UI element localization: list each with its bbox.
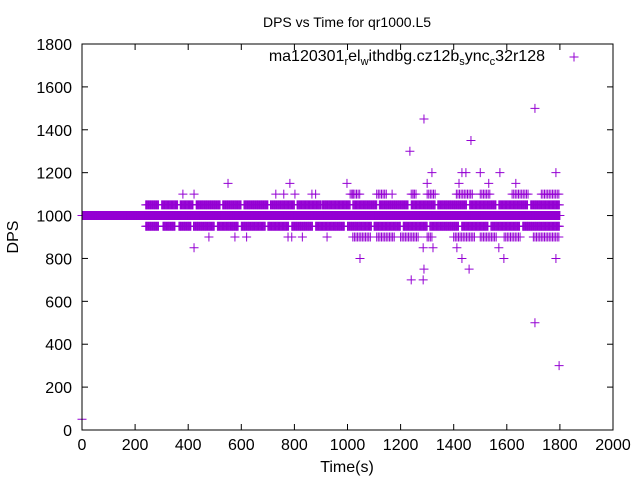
legend-label: ma120301relwithdbg.cz12bsyncc32r128 [269,48,545,68]
data-point [290,189,300,199]
y-tick-label: 800 [45,251,72,268]
data-point [430,189,440,199]
data-point [322,232,332,242]
chart-title: DPS vs Time for qr1000.L5 [263,14,431,30]
data-point [413,232,423,242]
data-point [428,243,438,253]
data-point [551,168,561,178]
data-point [348,189,358,199]
y-tick-label: 1800 [36,37,72,54]
data-point [279,189,289,199]
data-point [406,275,416,285]
data-point [223,178,233,188]
data-point [467,189,477,199]
data-point [418,275,428,285]
data-point [515,232,525,242]
data-point [405,146,415,156]
data-point [457,253,467,263]
data-point [297,232,307,242]
x-tick-label: 1800 [542,437,578,454]
data-point [464,264,474,274]
data-point [454,178,464,188]
data-point [523,189,533,199]
x-tick-label: 2000 [595,437,631,454]
data-point [189,243,199,253]
y-tick-label: 600 [45,294,72,311]
data-point [418,243,428,253]
x-axis-label: Time(s) [320,459,374,476]
y-tick-label: 1600 [36,80,72,97]
data-point [204,232,214,242]
axis-ticks: 0 200 400 600 800 1000 1200 1400 1600 1800 2000 0 20… [36,37,630,454]
data-point [485,189,495,199]
x-tick-label: 1200 [383,437,419,454]
data-point [495,168,505,178]
data-point [178,189,188,199]
data-point [484,178,494,188]
x-tick-label: 1000 [330,437,366,454]
y-tick-label: 400 [45,337,72,354]
data-point [419,114,429,124]
data-point [511,178,521,188]
data-point [427,232,437,242]
data-point [419,264,429,274]
data-point [554,200,564,210]
data-point [311,189,321,199]
legend: ma120301relwithdbg.cz12bsyncc32r128 [269,48,579,68]
data-point [555,211,565,221]
legend-plus-icon [569,52,579,62]
y-tick-label: 1200 [36,166,72,183]
y-tick-label: 1400 [36,123,72,140]
x-tick-label: 400 [175,437,202,454]
data-point [189,189,199,199]
data-point [427,168,437,178]
x-tick-label: 200 [122,437,149,454]
data-point [408,189,418,199]
data-point [491,232,501,242]
data-point [554,221,564,231]
x-tick-label: 600 [228,437,255,454]
data-point [530,318,540,328]
y-tick-label: 1000 [36,209,72,226]
y-tick-label: 200 [45,380,72,397]
data-point [422,178,432,188]
data-point [551,253,561,263]
x-tick-label: 800 [281,437,308,454]
data-point [554,232,564,242]
data-point [387,189,397,199]
y-axis-label: DPS [5,221,22,254]
x-tick-label: 1600 [489,437,525,454]
data-point [554,361,564,371]
data-point [494,243,504,253]
data-point [271,189,281,199]
data-point [499,253,509,263]
data-point [342,178,352,188]
data-point [242,232,252,242]
data-point [475,168,485,178]
data-points [77,103,565,424]
legend-marker-icon [569,52,579,62]
data-point [285,178,295,188]
data-point [554,189,564,199]
data-point [530,103,540,113]
data-point [287,232,297,242]
x-tick-label: 1400 [436,437,472,454]
x-tick-label: 0 [78,437,87,454]
plot-frame [81,43,614,431]
data-point [466,136,476,145]
data-point [461,168,471,178]
y-tick-label: 0 [63,423,72,440]
data-point [355,253,365,263]
data-point [452,243,462,253]
data-point [230,232,240,242]
